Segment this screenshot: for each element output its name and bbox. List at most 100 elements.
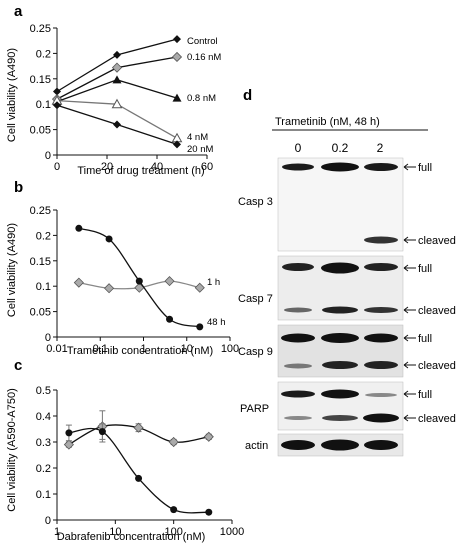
western-blot: Trametinib (nM, 48 h) 0 0.2 2 Casp 3 ful… [238, 116, 456, 457]
band-casp7-full-lane1 [282, 263, 314, 271]
arrow-parp-full [403, 390, 416, 398]
chart-b-series-0-point-1 [104, 283, 115, 294]
chart-c-ytick-label-0: 0 [45, 515, 51, 527]
chart-c-xtick-label-3: 1000 [220, 526, 244, 538]
chart-c-ylabel: Cell viability (A590-A750) [6, 388, 18, 512]
chart-a-xtick-label-3: 60 [201, 161, 213, 173]
chart-a-series-4-point-0 [53, 101, 61, 110]
arrow-casp9-full [403, 334, 416, 342]
chart-b-ytick-label-1: 0.05 [30, 307, 51, 319]
chart-c-series-1-point-3 [170, 506, 178, 514]
panel-label-b: b [14, 179, 23, 196]
chart-b-ytick-label-2: 0.1 [36, 281, 51, 293]
lane-label-0-2: 0.2 [332, 141, 349, 155]
lane-label-2: 2 [377, 141, 384, 155]
chart-a-ytick-label-0: 0 [45, 150, 51, 162]
arrow-parp-cleaved [403, 414, 416, 422]
chart-b-series-1-point-4 [196, 323, 204, 331]
chart-a-series-label-0-16: 0.16 nM [187, 52, 221, 63]
chart-b-series-label-1h: 1 h [207, 277, 220, 288]
band-casp3-full-lane2 [321, 162, 359, 172]
chart-b-series-1-point-3 [166, 315, 174, 323]
band-actin-lane2 [321, 439, 359, 451]
band-casp9-full-lane1 [281, 333, 315, 343]
chart-c-series-1-point-4 [205, 508, 213, 516]
blot-casp3 [277, 157, 404, 252]
chart-a-series-0-point-2 [173, 35, 181, 44]
chart-b-ytick-label-4: 0.2 [36, 230, 51, 242]
panel-label-a: a [14, 3, 23, 20]
chart-c: Cell viability (A590-A750) Dabrafenib co… [6, 385, 244, 543]
chart-a-series-3-point-1 [111, 98, 123, 109]
chart-c-series-0-point-3 [168, 436, 179, 448]
band-actin-lane1 [281, 440, 315, 450]
band-label-parp-full: full [418, 389, 432, 401]
arrow-casp3-cleaved [403, 236, 416, 244]
chart-b-xtick-label-0: 0.01 [46, 343, 67, 355]
chart-a-series-1-point-2 [171, 51, 183, 63]
chart-c-ytick-label-5: 0.5 [36, 385, 51, 397]
arrow-casp9-cleaved [403, 361, 416, 369]
chart-c-ytick-label-3: 0.3 [36, 437, 51, 449]
blot-label-casp9: Casp 9 [238, 346, 273, 358]
band-casp7-full-lane2 [321, 262, 359, 274]
chart-c-ytick-label-4: 0.4 [36, 411, 51, 423]
chart-b-xtick-label-4: 100 [221, 343, 239, 355]
band-parp-cleaved-lane3 [363, 413, 399, 423]
band-casp7-cleaved-lane3 [364, 307, 398, 313]
chart-a-ytick-label-1: 0.05 [30, 125, 51, 137]
chart-c-series-0-point-4 [203, 431, 214, 442]
chart-b-series-0-point-4 [194, 282, 205, 293]
chart-b-ytick-label-3: 0.15 [30, 256, 51, 268]
chart-a-series-4-point-1 [113, 120, 121, 129]
band-parp-cleaved-lane2 [322, 415, 358, 421]
blot-casp9 [277, 324, 404, 378]
band-parp-full-lane1 [281, 390, 315, 398]
band-label-casp7-cleaved: cleaved [418, 305, 456, 317]
blot-label-actin: actin [245, 440, 268, 452]
band-casp3-full-lane3 [364, 163, 398, 171]
chart-c-xtick-label-1: 10 [109, 526, 121, 538]
arrow-casp3-full [403, 163, 416, 171]
chart-a-series-2-point-1 [112, 75, 122, 84]
chart-b-ytick-label-0: 0 [45, 332, 51, 344]
band-casp3-cleaved-lane3 [364, 236, 398, 244]
chart-a-xtick-label-1: 20 [101, 161, 113, 173]
band-label-casp9-cleaved: cleaved [418, 360, 456, 372]
chart-c-series-0-point-0 [63, 439, 74, 450]
arrow-casp7-full [403, 264, 416, 272]
chart-b-series-0-point-0 [73, 277, 84, 288]
chart-c-series-1-point-2 [135, 474, 143, 482]
chart-c-series-0-point-2 [133, 422, 144, 433]
chart-b-series-1-point-1 [105, 235, 113, 243]
chart-b-series-1-line [78, 227, 200, 328]
band-casp9-full-lane3 [364, 333, 398, 343]
chart-b-series-1-point-0 [75, 224, 83, 232]
chart-a-xlabel: Time of drug treatment (h) [77, 165, 204, 177]
band-parp-full-lane3 [365, 393, 397, 397]
band-parp-cleaved-lane1 [284, 416, 312, 420]
chart-c-xtick-label-0: 1 [54, 526, 60, 538]
band-label-casp3-cleaved: cleaved [418, 235, 456, 247]
lane-label-0: 0 [295, 141, 302, 155]
chart-a-xtick-label-0: 0 [54, 161, 60, 173]
band-actin-lane3 [364, 440, 398, 450]
band-parp-full-lane2 [321, 389, 359, 399]
blot-parp [277, 381, 404, 431]
chart-a-ytick-label-3: 0.15 [30, 74, 51, 86]
chart-c-ytick-label-1: 0.1 [36, 489, 51, 501]
chart-a-series-4-point-2 [173, 140, 181, 149]
chart-b-series-label-48h: 48 h [207, 317, 226, 328]
band-label-casp9-full: full [418, 333, 432, 345]
blot-label-parp: PARP [240, 403, 269, 415]
chart-b-xtick-label-1: 0.1 [93, 343, 108, 355]
chart-a-series-0-point-0 [53, 87, 61, 96]
band-casp9-cleaved-lane1 [284, 363, 312, 369]
band-casp9-cleaved-lane2 [322, 361, 358, 369]
chart-a: Cell viability (A490) Time of drug treat… [6, 23, 221, 177]
band-casp9-cleaved-lane3 [364, 361, 398, 369]
chart-c-xtick-label-2: 100 [164, 526, 182, 538]
chart-b-series-0-point-3 [164, 276, 175, 287]
chart-b: Cell viability (A490) Trametinib concent… [6, 205, 239, 357]
